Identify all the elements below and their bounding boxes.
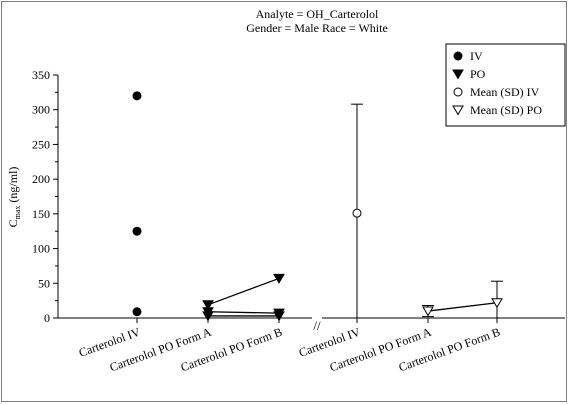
po-point (202, 300, 214, 311)
y-tick-label: 250 (32, 137, 50, 151)
po-subject-line (207, 311, 280, 314)
po-point (273, 311, 285, 322)
iv-point (132, 307, 142, 317)
legend-label: IV (470, 49, 483, 63)
y-tick-label: 200 (32, 172, 50, 186)
legend-label: Mean (SD) PO (470, 103, 542, 117)
y-tick-label: 0 (44, 311, 50, 325)
y-tick-label: 100 (32, 242, 50, 256)
y-axis-label-sub: max (13, 206, 22, 220)
axis-break-mark: // (313, 318, 321, 333)
legend-label: PO (470, 67, 486, 81)
mean-iv-point (352, 208, 362, 218)
iv-point (132, 91, 142, 101)
legend-marker-mean-iv (453, 87, 463, 97)
chart-title-line-1: Analyte = OH_Carterolol (256, 7, 379, 21)
y-axis-label-rest: (ng/ml) (6, 167, 20, 206)
y-tick-label: 300 (32, 103, 50, 117)
legend: IV PO Mean (SD) IV Mean (SD) PO (445, 43, 566, 127)
iv-point (132, 226, 142, 236)
legend-marker-mean-po (452, 105, 464, 116)
legend-box (445, 43, 566, 127)
y-tick-label: 350 (32, 68, 50, 82)
y-axis-ticks: 0 50 100 150 200 250 300 350 (32, 68, 58, 325)
legend-marker-po (452, 69, 464, 80)
chart-title: Analyte = OH_Carterolol Gender = Male Ra… (246, 7, 388, 35)
y-tick-label: 150 (32, 207, 50, 221)
mean-po-line (427, 302, 498, 312)
po-point (202, 311, 214, 322)
legend-marker-iv (453, 51, 463, 61)
legend-label: Mean (SD) IV (470, 85, 540, 99)
data-marks (132, 91, 503, 322)
mean-po-point (422, 306, 434, 317)
y-axis-label-base: C (6, 219, 20, 227)
po-subject-line (207, 277, 280, 306)
y-axis-label: Cmax (ng/ml) (6, 167, 22, 228)
mean-po-point (491, 298, 503, 309)
po-point (273, 273, 285, 284)
y-tick-label: 50 (38, 276, 50, 290)
chart-title-line-2: Gender = Male Race = White (246, 21, 388, 35)
